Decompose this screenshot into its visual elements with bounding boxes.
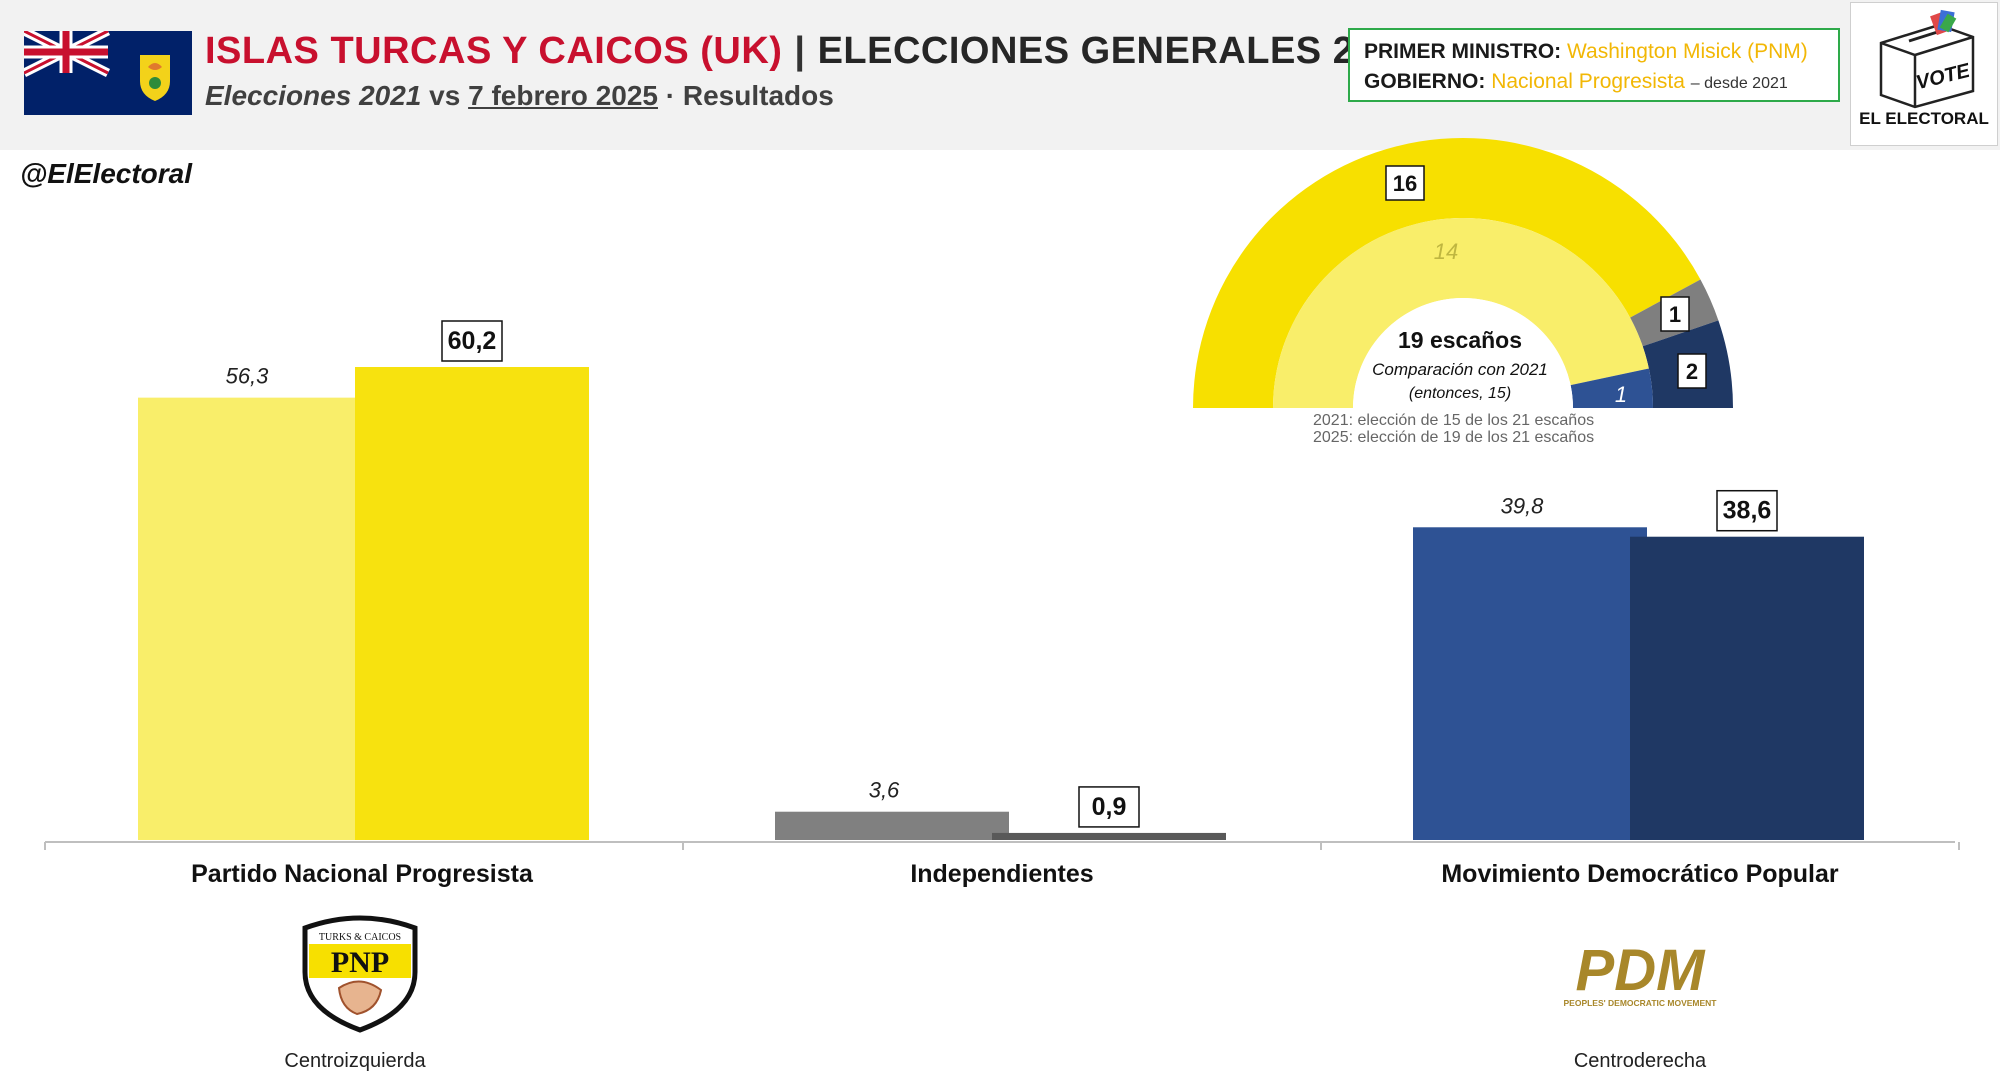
- party-label-independents: Independientes: [910, 860, 1094, 888]
- pm-label: PRIMER MINISTRO:: [1364, 40, 1562, 63]
- data-label-box-2025-2: [1716, 489, 1778, 532]
- party-label-pdm: Movimiento Democrático Popular: [1441, 860, 1839, 888]
- seats-total-label: 19 escaños: [1398, 327, 1522, 353]
- el-electoral-logo: VOTE EL ELECTORAL: [1850, 2, 1998, 146]
- data-label-box-2025-1: [1078, 786, 1140, 828]
- seats-2025-label-box-1: [1660, 296, 1690, 332]
- pdm-logo-subtext: PEOPLES' DEMOCRATIC MOVEMENT: [1564, 998, 1718, 1008]
- bar-2021-2: [1413, 527, 1647, 840]
- government-info-box: PRIMER MINISTRO: Washington Misick (PNM)…: [1348, 28, 1840, 102]
- seats-2021-label-0: 14: [1434, 239, 1458, 264]
- title-separator: |: [794, 30, 806, 72]
- seats-2021-slice-0: [1273, 217, 1649, 408]
- brand-name: EL ELECTORAL: [1859, 109, 1989, 128]
- bar-2025-2: [1630, 536, 1864, 840]
- seats-2021-label-1: 1: [1615, 382, 1627, 407]
- ideology-pnp: Centroizquierda: [284, 1050, 426, 1072]
- gov-since: – desde 2021: [1690, 75, 1788, 92]
- seats-2025-label-box-2: [1677, 353, 1707, 389]
- seats-2021-slice-1: [1570, 368, 1653, 408]
- seats-2025-label-box-0: [1385, 165, 1425, 201]
- data-label-2025-0: 60,2: [448, 327, 497, 355]
- bar-2025-0: [355, 367, 589, 840]
- subtitle-previous: Elecciones 2021: [205, 80, 422, 111]
- seats-center: [1353, 298, 1573, 408]
- pdm-logo-icon: PDM PEOPLES' DEMOCRATIC MOVEMENT: [1564, 940, 1718, 1008]
- seats-previous-label: (entonces, 15): [1409, 385, 1511, 402]
- ballot-box-icon: VOTE: [1879, 9, 1975, 109]
- pnp-logo-icon: TURKS & CAICOS PNP: [302, 915, 418, 1033]
- ideology-pdm: Centroderecha: [1573, 1050, 1707, 1072]
- subtitle-date: 7 febrero 2025: [468, 80, 658, 111]
- pdm-logo-text: PDM: [1576, 940, 1707, 1003]
- seats-note-2021: 2021: elección de 15 de los 21 escaños: [1313, 412, 1595, 429]
- seats-2025-label-2: 2: [1686, 359, 1698, 384]
- pnp-logo-text: PNP: [331, 946, 389, 979]
- gov-label: GOBIERNO:: [1364, 70, 1486, 93]
- data-label-2021-2: 39,8: [1501, 493, 1545, 518]
- bar-2025-1: [992, 832, 1226, 840]
- subtitle: Elecciones 2021 vs 7 febrero 2025 · Resu…: [205, 80, 834, 112]
- seats-2025-slice-0: [1193, 137, 1701, 408]
- seats-2025-label-0: 16: [1393, 171, 1417, 196]
- data-label-2021-0: 56,3: [226, 364, 270, 389]
- seats-comparison-label: Comparación con 2021: [1372, 360, 1548, 379]
- header-band: ISLAS TURCAS Y CAICOS (UK) | ELECCIONES GE…: [0, 0, 2000, 150]
- bar-2021-0: [138, 397, 356, 840]
- subtitle-tail: · Resultados: [665, 80, 834, 111]
- seats-note-2025: 2025: elección de 19 de los 21 escaños: [1313, 429, 1595, 446]
- twitter-handle: @ElElectoral: [20, 158, 193, 189]
- data-label-2025-2: 38,6: [1723, 497, 1772, 525]
- subtitle-vs: vs: [429, 80, 461, 111]
- turks-caicos-flag-icon: [24, 31, 192, 115]
- data-label-box-2025-0: [441, 320, 503, 362]
- seats-2025-label-1: 1: [1669, 302, 1681, 327]
- page-title: ISLAS TURCAS Y CAICOS (UK) | ELECCIONES GE…: [205, 30, 1419, 73]
- gov-value: Nacional Progresista: [1491, 70, 1685, 93]
- data-label-2021-1: 3,6: [869, 778, 900, 803]
- pm-value: Washington Misick (PNM): [1567, 40, 1808, 63]
- title-country: ISLAS TURCAS Y CAICOS (UK): [205, 30, 783, 72]
- title-election: ELECCIONES GENERALES 2025: [817, 30, 1420, 72]
- bar-2021-1: [775, 811, 1009, 840]
- data-label-2025-1: 0,9: [1092, 793, 1127, 821]
- party-label-pnp: Partido Nacional Progresista: [191, 860, 533, 888]
- pnp-logo-top-text: TURKS & CAICOS: [319, 932, 401, 943]
